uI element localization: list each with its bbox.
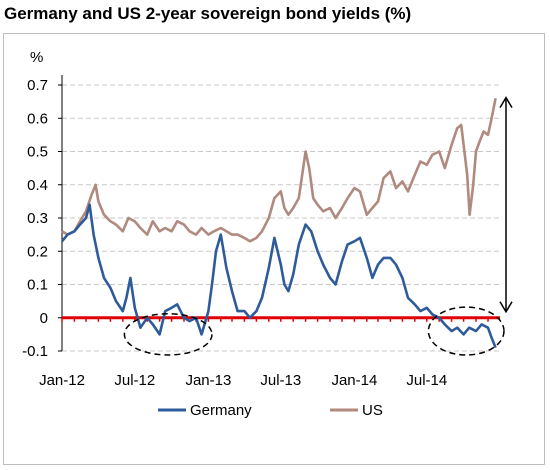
- x-tick-label: Jul-14: [406, 372, 447, 389]
- y-tick-label: 0.2: [27, 243, 48, 260]
- y-tick-label: 0: [40, 310, 48, 327]
- y-tick-label: 0.3: [27, 210, 48, 227]
- x-tick-label: Jul-13: [260, 372, 301, 389]
- y-tick-label: 0.1: [27, 277, 48, 294]
- annotation-ellipse: [427, 306, 505, 356]
- y-tick-label: 0.5: [27, 144, 48, 161]
- series-line-germany: [61, 203, 497, 349]
- x-tick-label: Jan-12: [39, 372, 85, 389]
- x-tick-label: Jan-13: [185, 372, 231, 389]
- chart-border: [3, 33, 545, 465]
- legend-label-germany: Germany: [190, 402, 252, 419]
- annotation-arrowhead-down: [499, 301, 513, 314]
- y-tick-label: 0.6: [27, 110, 48, 127]
- legend-label-us: US: [362, 402, 383, 419]
- chart-title: Germany and US 2-year sovereign bond yie…: [4, 4, 412, 23]
- x-tick-label: Jul-12: [114, 372, 155, 389]
- y-tick-label: -0.1: [22, 343, 48, 360]
- series-line-us: [61, 98, 497, 243]
- annotation-arrowhead-up: [499, 96, 513, 109]
- x-tick-label: Jan-14: [331, 372, 377, 389]
- y-axis-label: %: [30, 49, 43, 66]
- y-tick-label: 0.7: [27, 77, 48, 94]
- annotation-ellipse: [123, 313, 213, 356]
- y-tick-label: 0.4: [27, 177, 48, 194]
